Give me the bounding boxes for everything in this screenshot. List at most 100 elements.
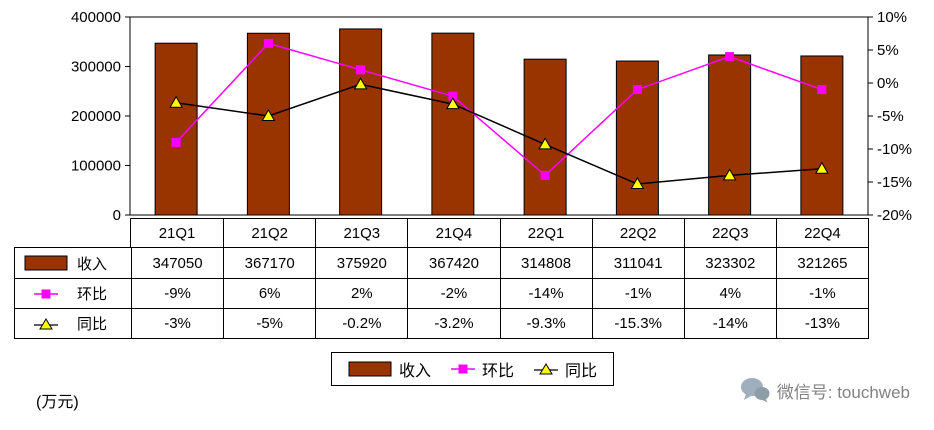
axis-tick-label: 0%	[877, 75, 899, 92]
chart-legend: 收入 环比 同比	[331, 352, 615, 386]
series-label-cell: 环比	[15, 278, 131, 308]
wechat-icon	[740, 378, 770, 403]
category-cell: 22Q3	[683, 219, 776, 247]
value-cell: 314808	[499, 248, 592, 278]
value-cell: -0.2%	[315, 308, 408, 338]
series-label-cell: 收入	[15, 248, 131, 278]
axis-tick-label: 100000	[71, 158, 121, 175]
series-label-cell: 同比	[15, 308, 131, 338]
data-table: 收入 347050 367170 375920 367420 314808 311041 32…	[14, 247, 869, 339]
qoq-marker	[632, 85, 642, 95]
series-label: 环比	[77, 286, 108, 303]
value-cell: -14%	[683, 308, 776, 338]
category-cell: 21Q3	[315, 219, 408, 247]
category-cell: 22Q1	[499, 219, 592, 247]
axis-tick-label: -15%	[877, 174, 912, 191]
plot-area	[129, 16, 869, 216]
revenue-bar	[246, 32, 290, 216]
watermark-text: 微信号: touchweb	[776, 382, 910, 402]
yoy-marker	[353, 77, 368, 90]
value-cell: 311041	[591, 248, 684, 278]
qoq-marker	[540, 170, 550, 180]
category-header-row: 21Q1 21Q2 21Q3 21Q4 22Q1 22Q2 22Q3 22Q4	[130, 218, 869, 248]
qoq-marker	[817, 85, 827, 95]
triangle-marker	[20, 317, 72, 331]
axis-tick-label: 5%	[877, 42, 899, 59]
value-cell: 375920	[315, 248, 408, 278]
yoy-marker	[538, 137, 552, 150]
qoq-marker	[725, 52, 735, 62]
revenue-bar	[339, 28, 383, 216]
yoy-marker	[169, 95, 183, 108]
axis-tick-label: 400000	[71, 9, 121, 26]
qoq-marker	[171, 137, 181, 147]
value-cell: 4%	[683, 278, 776, 308]
square-marker	[20, 287, 72, 301]
combo-chart: 400000 300000 200000 100000 0 10% 5% 0% -5% -10% -…	[71, 9, 912, 224]
category-cell: 22Q4	[775, 219, 868, 247]
yoy-line	[176, 83, 822, 185]
category-cell: 21Q1	[131, 219, 224, 247]
series-label: 收入	[77, 255, 108, 273]
axis-tick-label: 300000	[71, 59, 121, 76]
revenue-bar	[800, 55, 844, 216]
revenue-bar	[523, 58, 567, 216]
qoq-line	[175, 42, 823, 177]
value-cell: 347050	[131, 248, 224, 278]
yoy-marker-icon	[34, 317, 58, 329]
value-cell: 323302	[683, 248, 776, 278]
revenue-bar	[431, 32, 475, 216]
value-cell: -1%	[775, 278, 868, 308]
axis-tick-label: 200000	[71, 108, 121, 125]
legend-label: 收入	[399, 363, 432, 380]
axis-tick-label: 0	[113, 207, 121, 224]
revenue-bar	[154, 42, 198, 216]
watermark: 微信号: touchweb	[740, 377, 910, 403]
category-cell: 21Q4	[407, 219, 500, 247]
bar-marker	[20, 255, 72, 271]
value-cell: -3.2%	[407, 308, 500, 338]
axis-tick-label: 10%	[877, 9, 907, 26]
value-cell: -9.3%	[499, 308, 592, 338]
qoq-marker-icon	[451, 364, 476, 374]
qoq-marker	[263, 38, 273, 48]
value-cell: 6%	[223, 278, 316, 308]
yoy-marker	[815, 161, 829, 174]
yoy-marker	[261, 108, 276, 121]
qoq-marker	[356, 65, 366, 75]
yoy-marker	[446, 97, 460, 110]
revenue-swatch-icon	[24, 255, 68, 271]
legend-label: 同比	[565, 363, 598, 380]
value-cell: 367170	[223, 248, 316, 278]
value-cell: 321265	[775, 248, 868, 278]
yoy-marker	[722, 168, 737, 181]
value-cell: -13%	[775, 308, 868, 338]
value-cell: -2%	[407, 278, 500, 308]
series-label: 同比	[77, 316, 108, 333]
axis-tick-label: -20%	[877, 207, 912, 224]
value-cell: -9%	[131, 278, 224, 308]
category-cell: 21Q2	[223, 219, 316, 247]
qoq-marker	[448, 91, 458, 101]
legend-label: 环比	[482, 363, 515, 380]
axis-tick-label: -10%	[877, 141, 912, 158]
value-cell: -1%	[591, 278, 684, 308]
value-cell: -3%	[131, 308, 224, 338]
unit-label: (万元)	[36, 394, 79, 411]
value-cell: -15.3%	[591, 308, 684, 338]
value-cell: -14%	[499, 278, 592, 308]
axis-tick-label: -5%	[877, 108, 904, 125]
value-cell: 2%	[315, 278, 408, 308]
legend-item: 收入	[348, 357, 431, 381]
value-cell: 367420	[407, 248, 500, 278]
yoy-marker	[630, 176, 645, 189]
qoq-marker-icon	[34, 289, 58, 298]
revenue-bar	[708, 54, 752, 216]
legend-item: 环比	[451, 357, 514, 381]
legend-item: 同比	[534, 357, 597, 381]
yoy-marker-icon	[534, 363, 559, 375]
revenue-swatch-icon	[348, 361, 392, 377]
value-cell: -5%	[223, 308, 316, 338]
category-cell: 22Q2	[591, 219, 684, 247]
